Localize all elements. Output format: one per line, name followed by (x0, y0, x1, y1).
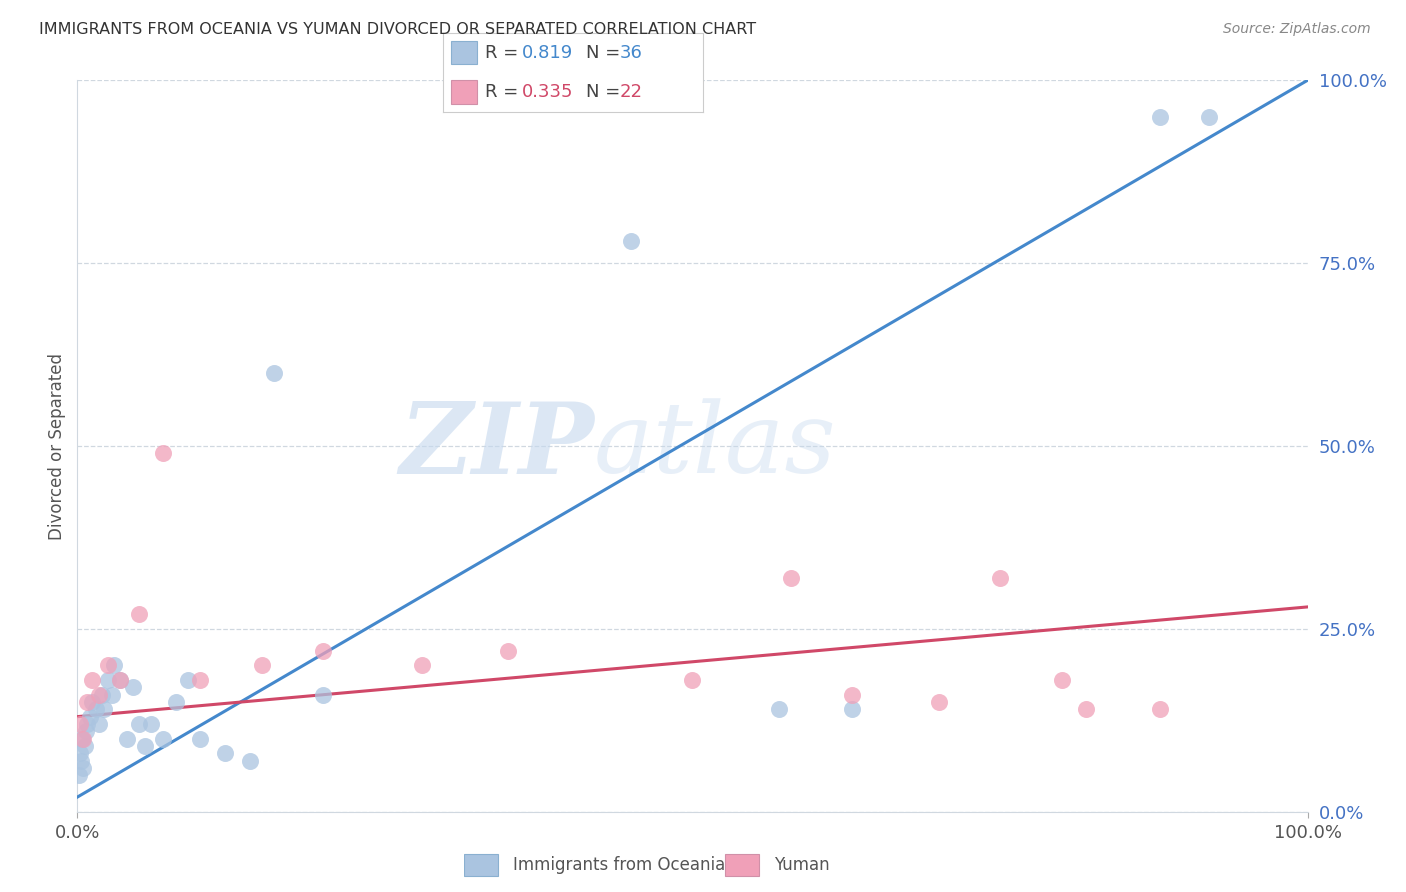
Bar (451, 80, 477, 103)
Point (103, 658, 125, 673)
Point (152, 446, 174, 460)
Point (76, 717, 98, 731)
Text: 0.819: 0.819 (522, 44, 574, 62)
Point (1149, 702, 1171, 716)
Point (312, 644, 335, 658)
Text: 0.335: 0.335 (522, 83, 574, 101)
Text: Immigrants from Oceania: Immigrants from Oceania (513, 856, 725, 874)
Point (82, 695, 104, 709)
Point (69, 746, 91, 760)
Point (780, 571, 803, 585)
Point (620, 234, 643, 248)
Point (79, 709, 101, 723)
Point (928, 695, 950, 709)
Point (90, 688, 114, 702)
Point (152, 731, 174, 746)
Point (121, 681, 143, 695)
Point (1149, 110, 1171, 124)
Point (97, 673, 120, 687)
Point (312, 688, 335, 702)
Point (76, 695, 98, 709)
Point (1076, 702, 1098, 716)
Point (177, 673, 200, 687)
Point (988, 571, 1011, 585)
Point (82, 673, 104, 687)
Point (190, 731, 212, 746)
Point (69, 717, 91, 731)
Point (214, 746, 236, 760)
Text: atlas: atlas (595, 399, 837, 493)
Point (841, 688, 863, 702)
Bar (464, 855, 499, 876)
Point (110, 673, 132, 687)
Point (75, 724, 97, 739)
Text: R =: R = (485, 83, 523, 101)
Text: 36: 36 (620, 44, 643, 62)
Point (70, 731, 93, 746)
Point (411, 658, 433, 673)
Point (496, 644, 519, 658)
Point (263, 366, 285, 380)
Text: Yuman: Yuman (773, 856, 830, 874)
Text: N =: N = (586, 44, 626, 62)
Point (128, 607, 150, 622)
Point (841, 702, 863, 716)
Point (72, 731, 94, 746)
Point (134, 739, 156, 753)
Point (97, 658, 120, 673)
Point (141, 717, 163, 731)
Point (165, 695, 187, 709)
Text: IMMIGRANTS FROM OCEANIA VS YUMAN DIVORCED OR SEPARATED CORRELATION CHART: IMMIGRANTS FROM OCEANIA VS YUMAN DIVORCE… (39, 22, 756, 37)
Point (72, 761, 94, 775)
Point (84, 702, 107, 716)
Point (190, 673, 212, 687)
Point (110, 673, 132, 687)
Text: ZIP: ZIP (399, 398, 595, 494)
Text: N =: N = (586, 83, 626, 101)
Point (101, 688, 124, 702)
Point (73, 739, 96, 753)
Bar (725, 855, 759, 876)
Point (128, 717, 150, 731)
Point (93, 702, 115, 716)
Point (250, 658, 273, 673)
Text: Source: ZipAtlas.com: Source: ZipAtlas.com (1223, 22, 1371, 37)
Point (682, 673, 704, 687)
Bar (451, 41, 477, 64)
Point (768, 702, 790, 716)
Point (89, 688, 111, 702)
Text: R =: R = (485, 44, 523, 62)
Y-axis label: Divorced or Separated: Divorced or Separated (48, 352, 66, 540)
Point (67, 768, 90, 782)
Point (70, 754, 93, 768)
Point (1050, 673, 1073, 687)
Point (89, 717, 111, 731)
Point (115, 731, 138, 746)
Text: 22: 22 (620, 83, 643, 101)
Point (239, 754, 262, 768)
Point (1198, 110, 1220, 124)
